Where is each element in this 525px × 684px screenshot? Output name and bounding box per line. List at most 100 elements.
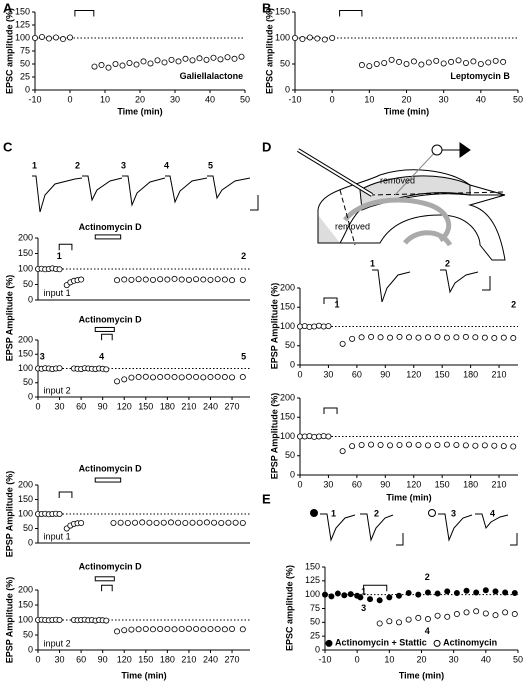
data-point (377, 441, 384, 448)
x-tick-label: -10 (28, 94, 41, 104)
data-point (133, 61, 140, 68)
data-point (193, 374, 200, 381)
d-traces: 1 2 (370, 258, 491, 303)
data-point (157, 626, 164, 633)
drug-bar (94, 576, 115, 582)
e-traces: 1 2 3 4 (310, 508, 518, 546)
data-point (311, 323, 318, 330)
data-point (126, 59, 133, 66)
trace-label: 2 (445, 258, 450, 268)
data-point (481, 334, 488, 341)
drug-bracket (74, 9, 95, 17)
data-point (132, 519, 139, 526)
data-point (114, 277, 121, 284)
data-point (225, 519, 232, 526)
data-point (214, 276, 221, 283)
x-tick-label: 120 (406, 479, 421, 489)
data-point (395, 619, 402, 626)
data-point (53, 34, 60, 41)
x-tick-label: 30 (439, 94, 449, 104)
data-point (492, 57, 499, 64)
data-point (444, 588, 451, 595)
data-point (98, 62, 105, 69)
chart: 0 50 100 150 200 0 30 60 90 120 150 180 210 240 270 Act… (18, 314, 250, 411)
data-point (434, 590, 441, 597)
legend-label: Actinomycin + Stattic (335, 638, 427, 648)
data-point (500, 58, 507, 65)
data-point (175, 519, 182, 526)
y-tick-label: 150 (18, 349, 33, 359)
x-tick-label: 150 (435, 369, 450, 379)
x-tick-label: 0 (35, 401, 40, 411)
y-tick-label: 150 (15, 6, 30, 16)
x-tick-label: 60 (76, 401, 86, 411)
annotation: 3 (40, 351, 45, 361)
x-tick-label: 30 (170, 94, 180, 104)
x-tick-label: 30 (449, 654, 459, 664)
data-point (128, 374, 135, 381)
data-point (185, 276, 192, 283)
annotation: Actinomycin D (79, 464, 143, 474)
data-point (214, 626, 221, 633)
data-point (114, 628, 121, 635)
annotation: input 1 (44, 532, 71, 542)
data-point (405, 441, 412, 448)
data-point (189, 57, 196, 64)
x-tick-label: 0 (35, 654, 40, 664)
data-point (386, 594, 393, 601)
annotation: input 2 (44, 638, 71, 648)
data-point (217, 56, 224, 63)
x-axis-label: Time (min) (386, 492, 431, 502)
data-point (39, 33, 46, 40)
x-tick-label: -10 (288, 94, 301, 104)
x-tick-label: 60 (352, 369, 362, 379)
data-point (161, 59, 168, 66)
data-point (485, 59, 492, 66)
data-point (232, 519, 239, 526)
data-point (434, 333, 441, 340)
data-point (314, 35, 321, 42)
data-point (171, 626, 178, 633)
data-point (453, 590, 460, 597)
data-point (105, 64, 112, 71)
data-point (193, 276, 200, 283)
data-point (424, 442, 431, 449)
x-tick-label: 210 (492, 369, 507, 379)
data-point (117, 519, 124, 526)
data-point (221, 276, 228, 283)
data-point (405, 334, 412, 341)
data-point (500, 443, 507, 450)
data-point (301, 323, 308, 330)
data-point (341, 592, 348, 599)
y-tick-label: 125 (15, 19, 30, 29)
x-tick-label: 150 (138, 654, 153, 664)
data-point (328, 593, 335, 600)
x-tick-label: 180 (463, 369, 478, 379)
data-point (434, 441, 441, 448)
data-point (185, 373, 192, 380)
legend-label: Actinomycin (443, 638, 497, 648)
data-point (119, 62, 126, 69)
drug-bar (94, 234, 122, 240)
y-tick-label: 0 (28, 537, 33, 547)
data-point (403, 61, 410, 68)
data-point (434, 612, 441, 619)
y-tick-label: 150 (305, 561, 320, 571)
data-point (121, 376, 128, 383)
data-point (410, 58, 417, 65)
x-tick-label: 50 (513, 654, 523, 664)
data-point (511, 611, 518, 618)
data-point (339, 340, 346, 347)
data-point (395, 592, 402, 599)
data-point (239, 519, 246, 526)
x-axis-label: Time (min) (399, 670, 444, 680)
data-point (482, 587, 489, 594)
data-point (376, 620, 383, 627)
data-point (443, 334, 450, 341)
data-point (472, 334, 479, 341)
data-point (396, 333, 403, 340)
data-point (334, 590, 341, 597)
x-tick-label: 120 (117, 401, 132, 411)
data-point (502, 589, 509, 596)
